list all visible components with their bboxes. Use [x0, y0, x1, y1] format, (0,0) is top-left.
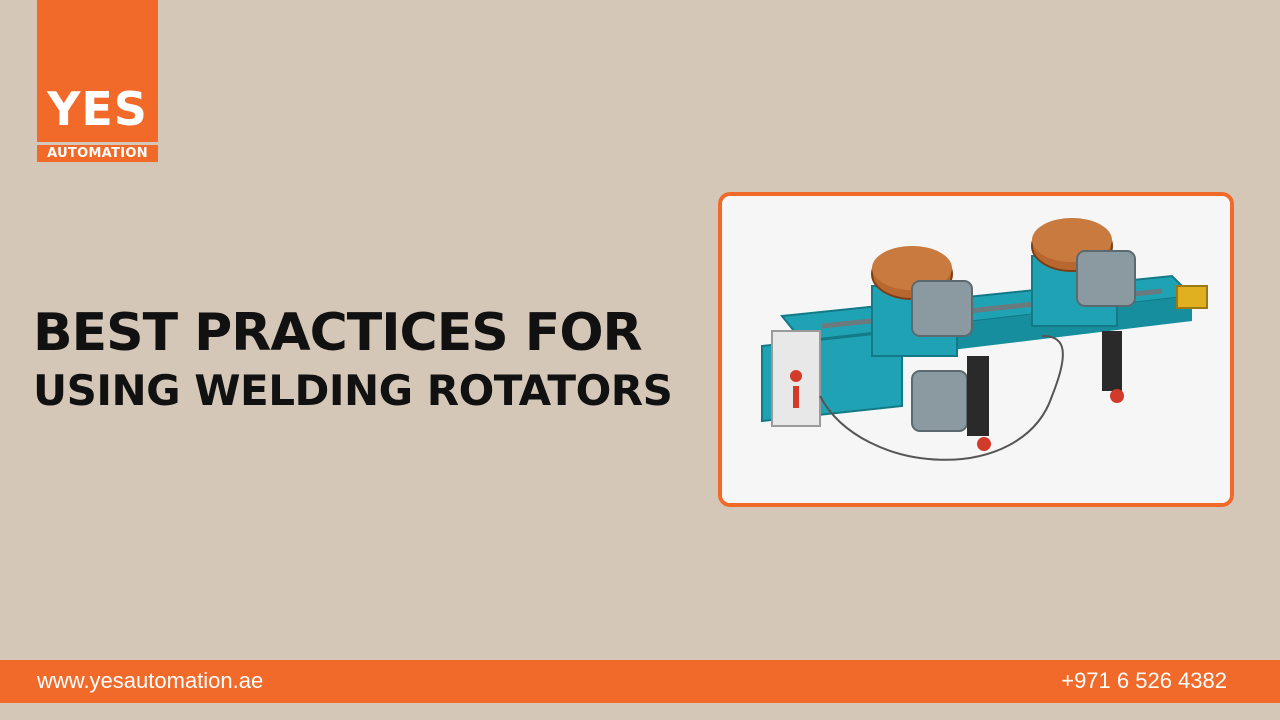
logo-box: [37, 0, 158, 142]
logo-subtext: AUTOMATION: [37, 145, 158, 162]
footer-bar: www.yesautomation.ae +971 6 526 4382: [0, 660, 1280, 703]
bottom-strip: [0, 703, 1280, 720]
welding-rotator-machine-image: [722, 196, 1230, 503]
product-photo-frame: [718, 192, 1234, 507]
headline-line-1: BEST PRACTICES FOR: [33, 303, 643, 363]
footer-website-link[interactable]: www.yesautomation.ae: [37, 668, 264, 693]
logo-text: YES: [47, 82, 148, 136]
brand-logo: YES AUTOMATION: [37, 0, 158, 162]
footer-phone-number[interactable]: +971 6 526 4382: [1061, 668, 1227, 693]
page-headline: BEST PRACTICES FOR USING WELDING ROTATOR…: [33, 300, 693, 416]
headline-line-2: USING WELDING ROTATORS: [33, 366, 673, 415]
